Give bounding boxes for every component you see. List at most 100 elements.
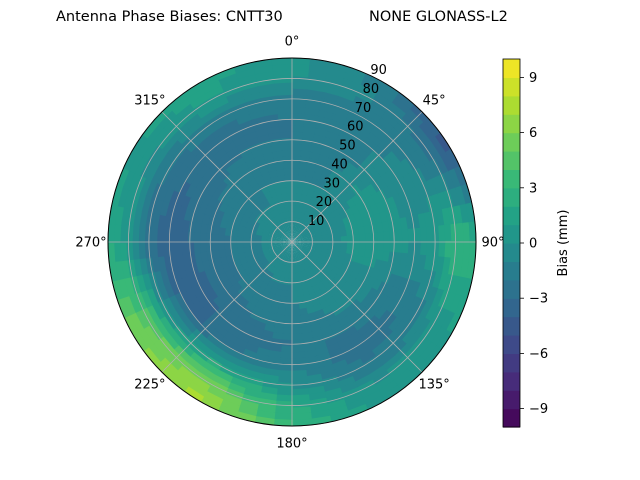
heatmap-cell [299,251,305,258]
heatmap-cell [186,154,202,171]
heatmap-cell [236,112,254,125]
heatmap-cell [297,243,305,247]
heatmap-cell [145,178,158,198]
heatmap-cell [322,237,330,243]
heatmap-cell [320,278,330,288]
heatmap-cell [281,327,293,335]
heatmap-cell [437,173,451,194]
heatmap-cell [309,245,317,250]
heatmap-cell [465,259,476,282]
heatmap-cell [291,333,304,341]
heatmap-cell [214,100,234,116]
heatmap-cell [207,350,226,366]
heatmap-cell [271,418,294,426]
heatmap-cell [162,241,171,257]
heatmap-cell [306,260,314,268]
heatmap-cell [237,73,259,85]
heatmap-cell [241,85,262,97]
heatmap-cell [128,310,144,333]
heatmap-cell [273,75,294,84]
heatmap-cell [418,121,438,143]
heatmap-cell [291,254,295,261]
heatmap-cell [290,406,312,415]
heatmap-cell [352,241,361,250]
colorbar-level [503,316,520,336]
heatmap-cell [462,222,471,244]
heatmap-cell [168,157,184,176]
heatmap-cell [116,295,131,319]
heatmap-cell [280,225,286,233]
heatmap-cell [111,183,124,207]
heatmap-cell [253,121,269,132]
heatmap-cell [285,239,292,242]
heatmap-cell [246,136,261,148]
heatmap-cell [293,259,298,268]
heatmap-cell [408,296,422,314]
heatmap-cell [282,224,288,232]
heatmap-cell [208,328,225,343]
heatmap-cell [167,91,189,111]
heatmap-cell [378,158,393,175]
heatmap-cell [190,296,204,312]
heatmap-cell [324,393,345,405]
heatmap-cell [184,299,199,316]
heatmap-cell [162,186,175,204]
heatmap-cell [381,355,400,373]
heatmap-cell [315,235,324,240]
heatmap-cell [291,167,301,175]
heatmap-cell [270,251,278,257]
heatmap-cell [197,365,217,382]
heatmap-cell [268,343,282,353]
heatmap-cell [260,241,268,246]
heatmap-cell [413,241,422,257]
heatmap-cell [142,139,159,161]
heatmap-cell [241,348,257,360]
heatmap-cell [343,145,358,159]
heatmap-cell [273,237,281,241]
heatmap-cell [274,88,294,96]
heatmap-cell [192,198,203,213]
heatmap-cell [242,246,251,253]
heatmap-cell [358,118,377,134]
heatmap-cell [238,118,255,131]
heatmap-cell [200,131,218,147]
heatmap-cell [424,161,439,181]
heatmap-cell [309,58,332,69]
heatmap-cell [349,134,366,149]
heatmap-cell [273,400,294,409]
heatmap-cell [323,310,336,322]
heatmap-cell [174,277,186,293]
heatmap-cell [174,161,189,179]
heatmap-cell [301,263,308,271]
heatmap-cell [409,280,422,298]
heatmap-cell [223,241,232,250]
heatmap-cell [391,146,408,164]
heatmap-cell [171,203,182,219]
heatmap-cell [214,368,234,384]
heatmap-cell [163,311,179,330]
heatmap-cell [218,398,241,413]
heatmap-cell [302,221,309,229]
heatmap-cell [345,247,354,256]
heatmap-cell [299,276,306,285]
heatmap-cell [290,394,310,403]
heatmap-cell [294,253,298,261]
heatmap-cell [161,331,179,350]
heatmap-cell [332,106,351,120]
heatmap-cell [297,235,304,240]
heatmap-cell [278,199,285,208]
heatmap-cell [280,339,293,347]
heatmap-cell [291,124,306,133]
heatmap-cell [309,415,332,426]
heatmap-cell [242,151,256,163]
heatmap-cell [211,124,229,139]
heatmap-cell [212,224,221,235]
heatmap-cell [236,359,254,372]
heatmap-cell [400,308,416,327]
heatmap-cell [121,168,136,191]
heatmap-cell [302,131,316,141]
heatmap-cell [291,204,297,212]
heatmap-cell [243,91,263,103]
heatmap-cell [333,140,349,153]
colorbar-tick-label: 0 [529,237,537,252]
